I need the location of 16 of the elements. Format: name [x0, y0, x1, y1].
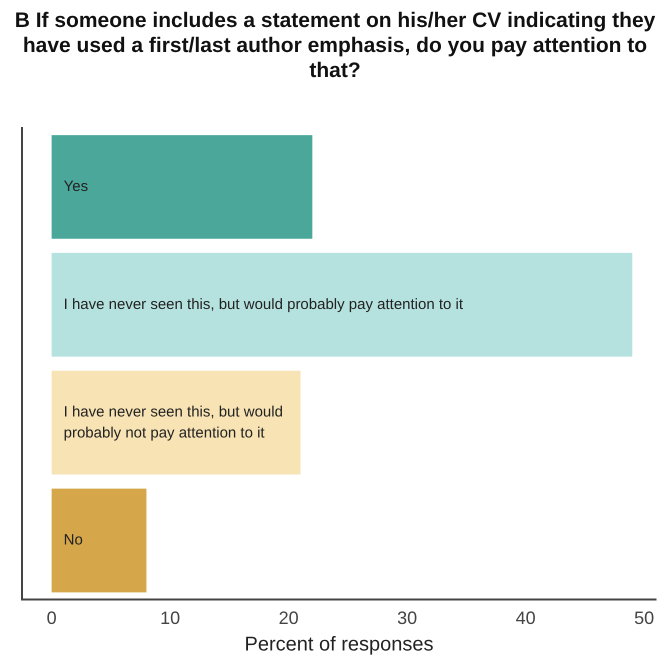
x-axis-title: Percent of responses: [244, 634, 434, 656]
y-tick-label: I have never seen this, but would probably not pay attention to it: [64, 403, 283, 442]
x-tick-label: 10: [160, 608, 180, 628]
bar: [52, 252, 632, 357]
x-tick-label: 0: [46, 608, 57, 628]
x-tick-label: 30: [397, 608, 418, 628]
y-tick-label: I have never seen this, but would probably pay attention to it: [64, 296, 464, 313]
x-tick-label: 20: [278, 608, 299, 628]
bar: [52, 135, 312, 239]
chart-title: B If someone includes a statement on his/her CV indicating they have used a first/last author emphasis, do you pay attention to that?: [14, 8, 656, 84]
x-tick-label: 40: [516, 608, 536, 628]
y-tick-label: No: [64, 532, 83, 549]
bar: [52, 488, 146, 592]
y-tick-label: Yes: [64, 178, 88, 196]
bar: [52, 370, 300, 474]
x-tick-label: 50: [634, 608, 654, 628]
